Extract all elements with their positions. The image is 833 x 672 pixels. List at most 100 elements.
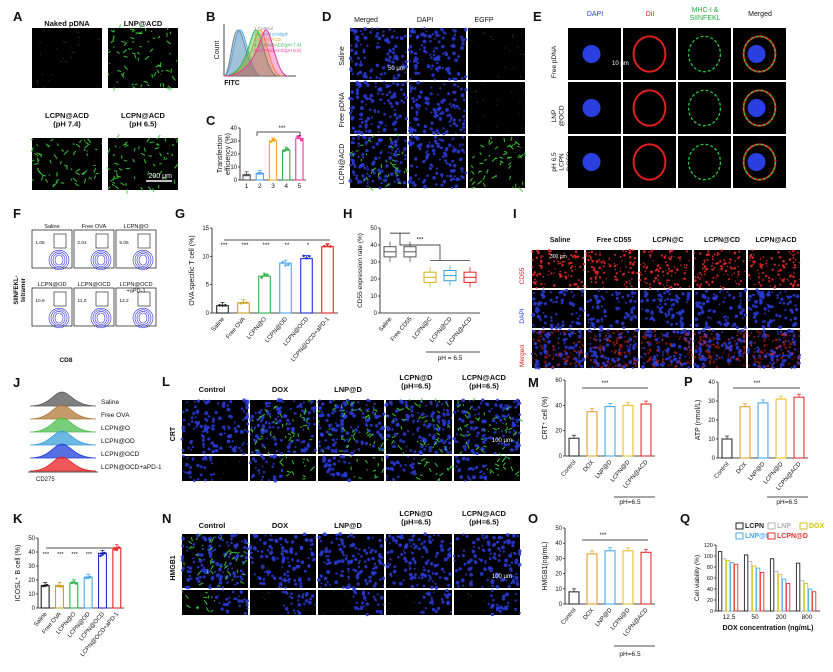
nucleus-dot xyxy=(188,423,191,426)
nucleus-dot xyxy=(220,607,223,610)
nucleus-dot xyxy=(204,479,207,482)
nucleus-dot xyxy=(433,534,435,536)
signal-dot xyxy=(702,336,704,338)
signal-dot xyxy=(758,281,760,283)
nucleus-dot xyxy=(335,537,338,540)
signal-dot xyxy=(761,358,763,360)
signal-dot xyxy=(679,256,681,258)
nucleus-dot xyxy=(433,591,435,593)
nucleus-dot xyxy=(351,435,353,437)
nucleus-dot xyxy=(456,177,460,181)
signal-stroke xyxy=(370,444,371,446)
x-tick-label: 1 xyxy=(245,183,249,190)
nucleus-dot xyxy=(394,113,396,115)
signal-stroke xyxy=(517,146,519,147)
nucleus-dot xyxy=(375,86,377,88)
signal-dot xyxy=(715,263,717,265)
nucleus-dot xyxy=(705,322,708,325)
signal-dot xyxy=(783,337,784,338)
signal-dot xyxy=(758,332,761,335)
nucleus-dot xyxy=(434,586,438,590)
nucleus-dot xyxy=(701,362,704,365)
nucleus-dot xyxy=(387,562,389,564)
panel-e-col-header: DAPI xyxy=(587,11,603,18)
nucleus-dot xyxy=(283,605,285,607)
nucleus-dot xyxy=(214,571,216,573)
scale-bar-label: 10 μm xyxy=(612,61,629,67)
nucleus-dot xyxy=(341,559,345,563)
signal-dot xyxy=(766,344,768,346)
nucleus-dot xyxy=(643,362,645,364)
nucleus-dot xyxy=(414,450,417,453)
tile-background xyxy=(694,250,746,288)
nucleus-dot xyxy=(238,605,241,608)
nucleus-dot xyxy=(425,101,428,104)
data-point xyxy=(263,274,266,277)
nucleus-dot xyxy=(352,137,355,140)
nucleus-dot xyxy=(440,173,443,176)
signal-dot xyxy=(582,285,584,287)
signal-dot xyxy=(588,271,590,273)
signal-dot xyxy=(685,347,686,348)
signal-dot xyxy=(553,260,555,262)
nucleus-dot xyxy=(389,84,391,86)
nucleus-dot xyxy=(433,434,435,436)
signal-dot xyxy=(795,259,797,261)
signal-dot xyxy=(764,341,766,343)
nucleus-dot xyxy=(361,601,364,604)
nucleus-dot xyxy=(357,36,359,38)
nucleus-dot xyxy=(607,329,610,332)
nucleus-dot xyxy=(232,571,236,575)
signal-stroke xyxy=(334,400,335,401)
signal-dot xyxy=(750,278,751,279)
histogram-label: Free OVA xyxy=(101,412,130,419)
nucleus-dot xyxy=(409,568,412,571)
nucleus-dot xyxy=(792,294,795,297)
nucleus-dot xyxy=(245,406,249,410)
nucleus-dot xyxy=(543,312,545,314)
nucleus-dot xyxy=(233,575,236,578)
nucleus-dot xyxy=(754,300,758,304)
nucleus-dot xyxy=(514,406,517,409)
nucleus-dot xyxy=(397,74,400,77)
nucleus-dot xyxy=(388,59,391,62)
signal-stroke xyxy=(95,173,98,174)
signal-dot xyxy=(712,255,714,257)
panel-l-col-header: DOX xyxy=(272,385,288,394)
nucleus-dot xyxy=(418,602,420,604)
nucleus-dot xyxy=(229,445,232,448)
nucleus-dot xyxy=(424,96,427,99)
nucleus-dot xyxy=(334,580,338,584)
nucleus-dot xyxy=(400,99,403,102)
signal-dot xyxy=(699,272,701,274)
y-tick-label: 30 xyxy=(28,564,35,570)
nucleus-dot xyxy=(228,556,230,558)
gate-value: 11.0 xyxy=(78,298,87,304)
nucleus-dot xyxy=(433,564,437,568)
nucleus-dot xyxy=(423,46,426,49)
nucleus-dot xyxy=(423,179,426,182)
nucleus-dot xyxy=(385,84,387,86)
nucleus-dot xyxy=(494,431,497,434)
nucleus-dot xyxy=(459,567,462,570)
panel-d-row-label: LCPN@ACD xyxy=(339,144,346,185)
nucleus-dot xyxy=(296,559,299,562)
nucleus-dot xyxy=(363,549,366,552)
signal-dot xyxy=(649,251,651,253)
signal-dot xyxy=(476,91,477,92)
nucleus-dot xyxy=(240,430,244,434)
signal-dot xyxy=(787,350,789,352)
nucleus-dot xyxy=(713,293,715,295)
nucleus-dot xyxy=(187,457,189,459)
y-tick-label: 0 xyxy=(559,454,563,460)
nucleus-dot xyxy=(282,401,284,403)
signal-dot xyxy=(707,351,709,353)
signal-dot xyxy=(518,47,519,48)
nucleus-dot xyxy=(276,421,278,423)
signal-dot xyxy=(654,335,657,338)
signal-dot xyxy=(70,47,71,48)
signal-dot xyxy=(754,361,756,363)
panel-letter-M: M xyxy=(528,375,539,390)
nucleus-dot xyxy=(315,450,317,452)
nucleus-dot xyxy=(412,30,416,34)
